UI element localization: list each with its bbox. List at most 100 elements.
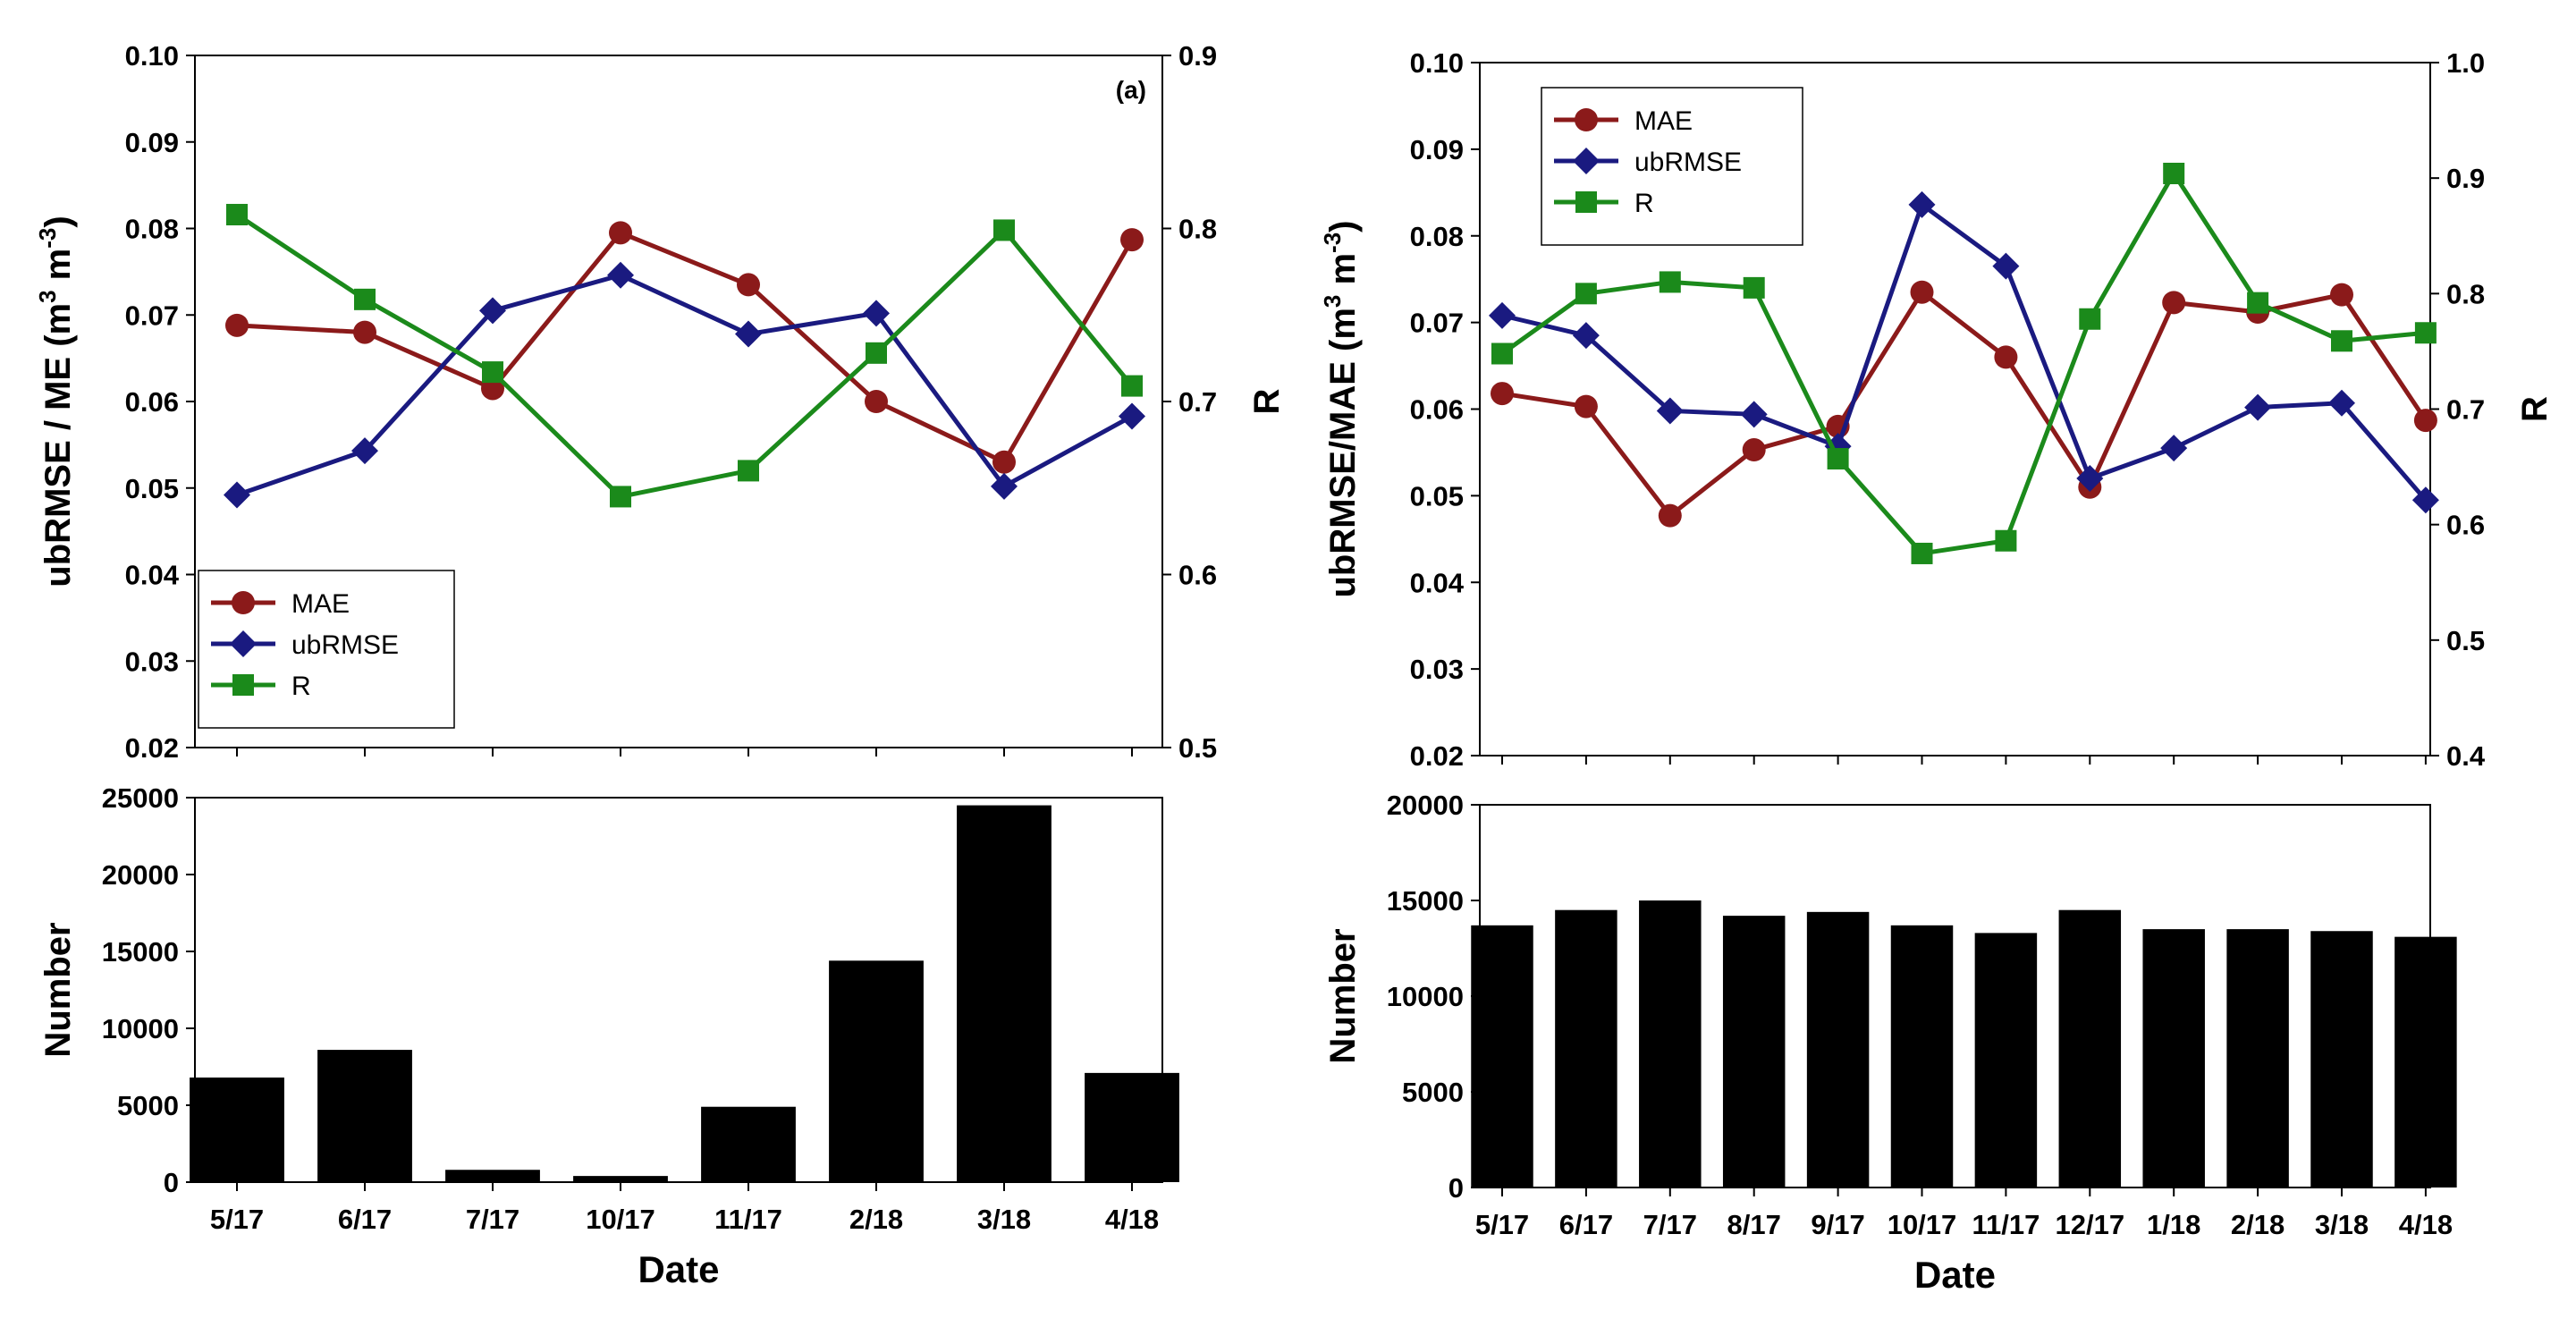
right-line-ylabel-part: ): [1323, 220, 1363, 232]
right-line-ytick-left-label: 0.05: [1410, 480, 1464, 511]
right-line-legend-label: MAE: [1634, 106, 1693, 136]
left-line-ylabel-part: ): [38, 216, 78, 227]
right-line-point-ubrmse: [2328, 389, 2355, 417]
right-bar-bar: [1722, 916, 1786, 1188]
right-line-point-r: [1575, 283, 1597, 305]
right-bar-xtick-label: 4/18: [2399, 1209, 2453, 1240]
left-line-ylabel-part: -3: [34, 228, 61, 249]
right-line-ytick-left-label: 0.09: [1410, 134, 1464, 165]
right-bar-xtick-label: 8/17: [1727, 1209, 1781, 1240]
right-line-ytick-right-label: 0.4: [2446, 740, 2486, 772]
right-bar-xtick-label: 5/17: [1475, 1209, 1529, 1240]
right-line-point-r: [1995, 529, 2017, 552]
left-line-ytick-left-label: 0.06: [125, 386, 179, 418]
left-line-ylabel-left: ubRMSE / ME (m3 m-3): [34, 216, 78, 587]
right-bar-ytick-label: 0: [1448, 1172, 1464, 1204]
right-line-ylabel-part: -3: [1319, 232, 1346, 253]
left-bar-bar: [445, 1170, 540, 1182]
left-line-ytick-right-label: 0.7: [1178, 386, 1217, 418]
left-line-ytick-left-label: 0.10: [125, 40, 179, 72]
right-line-point-r: [1911, 542, 1933, 564]
left-line-ylabel-right: R: [1247, 388, 1287, 414]
right-line-point-ubrmse: [2411, 486, 2439, 514]
right-line-point-mae: [2330, 283, 2353, 307]
left-bar-xtick-label: 6/17: [338, 1204, 392, 1235]
left-line-series-line-mae: [236, 230, 1135, 465]
right-line-legend-marker: [1575, 191, 1597, 213]
right-line-ylabel-left: ubRMSE/MAE (m3 m-3): [1319, 220, 1363, 597]
right-bar-bar: [1806, 911, 1870, 1188]
right-line-ylabel-part: ubRMSE/MAE (m: [1323, 308, 1363, 597]
right-line-legend-label: R: [1634, 189, 1654, 218]
right-line-series-line-ubrmse: [1501, 202, 2428, 502]
left-bar-xtick-label: 2/18: [849, 1204, 903, 1235]
left-line-point-r: [738, 460, 759, 482]
right-line-point-r: [1491, 342, 1513, 365]
left-line-point-r: [866, 342, 887, 364]
left-line-ytick-left-label: 0.07: [125, 300, 179, 331]
right-line-point-ubrmse: [1740, 401, 1768, 428]
right-line-point-r: [2414, 322, 2437, 344]
left-line-ytick-left-label: 0.04: [125, 560, 180, 591]
right-line-point-mae: [1910, 280, 1934, 304]
right-line-point-mae: [1658, 503, 1682, 528]
left-bar-xtick-label: 3/18: [977, 1204, 1031, 1235]
left-line-point-r: [993, 219, 1015, 241]
right-line-ytick-left-label: 0.06: [1410, 394, 1464, 426]
right-bar-ytick-label: 10000: [1387, 981, 1464, 1012]
left-line-legend-label: ubRMSE: [291, 630, 399, 660]
left-bar-xtick-label: 10/17: [586, 1204, 655, 1235]
left-line-point-ubrmse: [991, 472, 1018, 500]
right-line-point-ubrmse: [1908, 190, 1936, 218]
left-line-ytick-left-label: 0.05: [125, 473, 179, 504]
right-bar-bar: [2142, 929, 2205, 1188]
left-line-legend-marker: [232, 674, 254, 696]
left-line-ytick-left-label: 0.09: [125, 127, 179, 158]
right-bar-ytick-label: 5000: [1402, 1077, 1464, 1108]
right-line-ylabel-part: m: [1323, 253, 1363, 295]
left-bar-bar: [317, 1050, 412, 1182]
right-line-series-line-r: [1500, 171, 2427, 556]
right-bar-bar: [2310, 931, 2373, 1188]
left-bar-ytick-label: 25000: [102, 782, 179, 814]
right-line-point-r: [2247, 292, 2269, 314]
left-bar-ytick-label: 10000: [102, 1013, 179, 1044]
right-line-point-ubrmse: [1572, 322, 1600, 350]
left-line-point-mae: [865, 390, 888, 413]
left-line-point-mae: [992, 450, 1016, 474]
left-line-ytick-right-label: 0.6: [1178, 560, 1217, 591]
right-bar-bar: [1974, 933, 2038, 1188]
right-line-ytick-left-label: 0.10: [1410, 47, 1464, 79]
right-line-ytick-right-label: 0.6: [2446, 510, 2485, 541]
left-line-ytick-right-label: 0.8: [1178, 214, 1217, 245]
right-line-ytick-left-label: 0.02: [1410, 740, 1464, 772]
right-line-point-r: [2331, 330, 2352, 352]
left-line-point-mae: [737, 273, 760, 297]
right-line-point-ubrmse: [2244, 393, 2272, 421]
right-line-ytick-left-label: 0.08: [1410, 221, 1464, 252]
right-line-point-ubrmse: [1656, 397, 1684, 425]
left-bar-ytick-label: 0: [164, 1167, 179, 1198]
left-bar-ytick-label: 5000: [117, 1090, 179, 1121]
left-line-point-ubrmse: [607, 261, 634, 289]
left-line-ytick-right-label: 0.5: [1178, 732, 1217, 764]
left-line-point-mae: [1120, 228, 1144, 252]
left-line-ylabel-part: 3: [34, 290, 61, 302]
left-bar-xtick-label: 7/17: [466, 1204, 519, 1235]
right-bar-ylabel: Number: [1323, 928, 1363, 1063]
right-bar-ytick-label: 20000: [1387, 790, 1464, 821]
left-bar-xtick-label: 4/18: [1105, 1204, 1159, 1235]
left-bar-bar: [957, 805, 1052, 1182]
left-line-point-mae: [609, 221, 632, 245]
right-line-ytick-right-label: 0.9: [2446, 163, 2485, 194]
left-bar-bar: [573, 1176, 668, 1182]
right-bar-ytick-label: 15000: [1387, 885, 1464, 917]
left-line-legend-label: MAE: [291, 589, 350, 619]
right-line-ylabel-right: R: [2515, 396, 2555, 422]
right-bar-bar: [1639, 900, 1702, 1188]
right-line-point-r: [1827, 448, 1849, 470]
right-line-point-mae: [1742, 438, 1766, 462]
left-line-point-r: [482, 361, 503, 384]
left-bar-ytick-label: 20000: [102, 859, 179, 891]
